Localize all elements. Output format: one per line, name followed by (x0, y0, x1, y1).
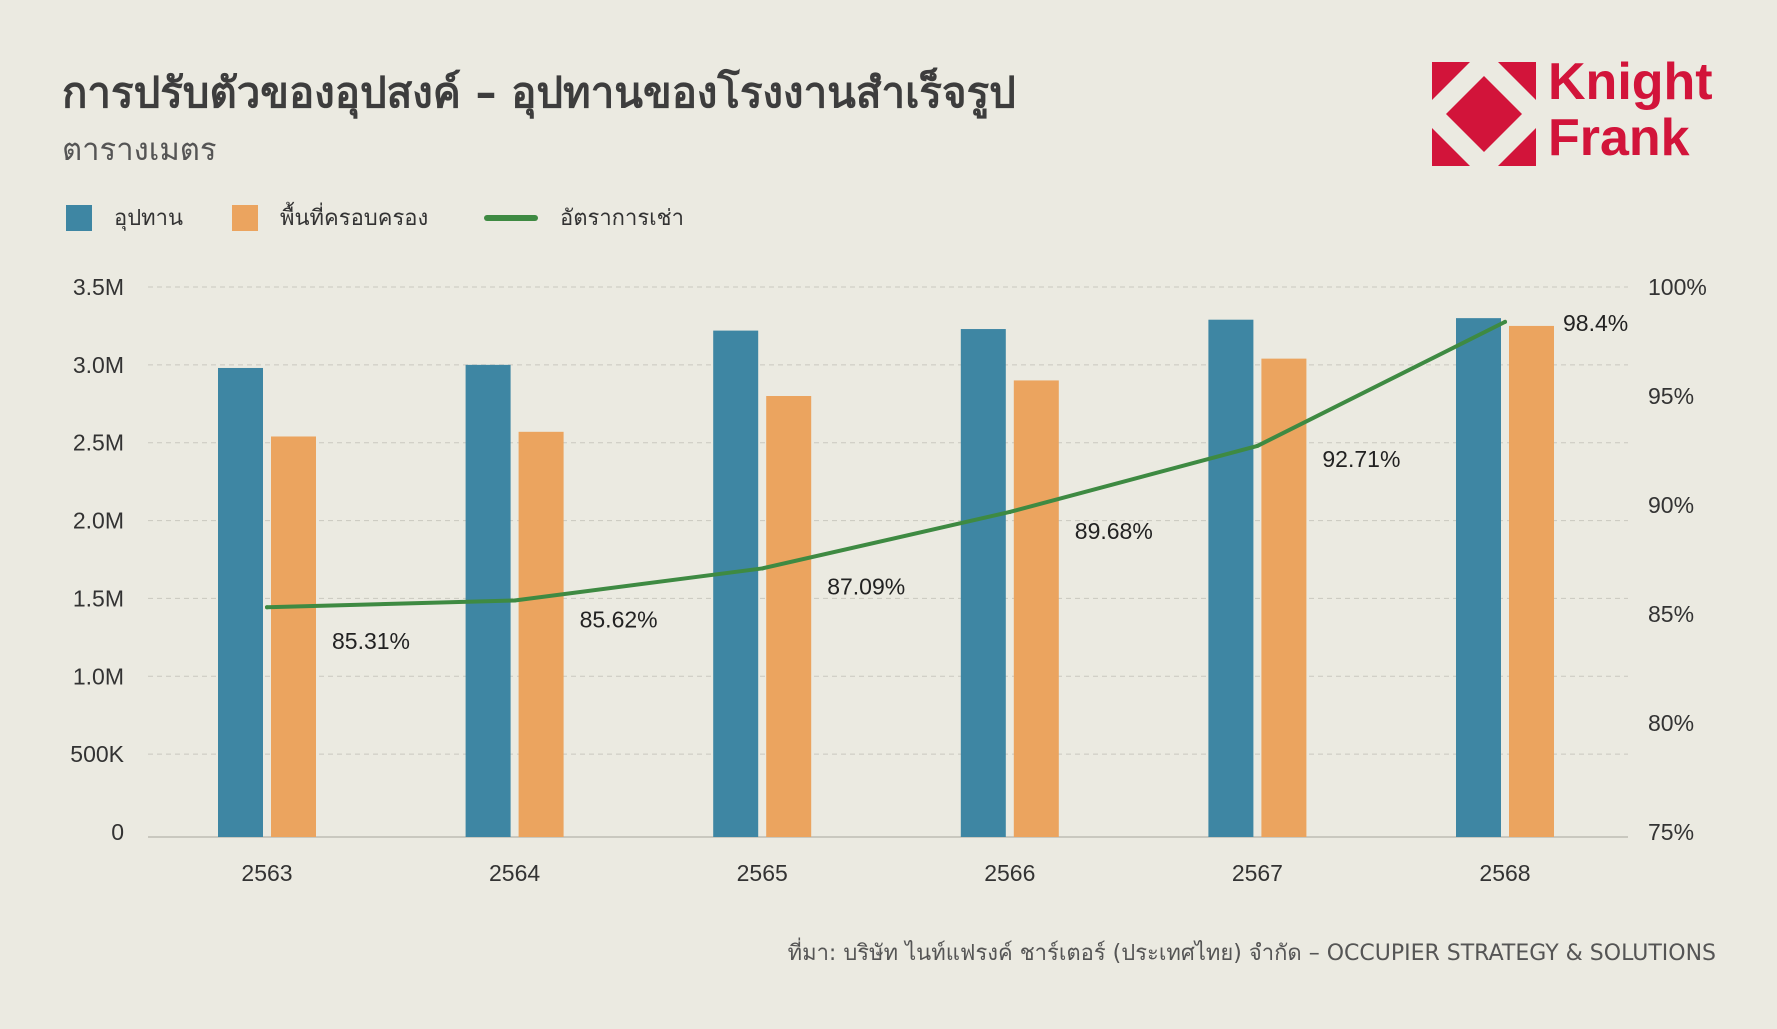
source-note: ที่มา: บริษัท ไนท์แฟรงค์ ชาร์เตอร์ (ประเ… (787, 941, 1716, 966)
bar-supply (218, 367, 263, 837)
occupancy-point (760, 566, 765, 571)
y-left-tick-label: 1.5M (73, 585, 124, 611)
y-right-tick-label: 95% (1648, 383, 1694, 409)
legend-label-occupancy: อัตราการเช่า (560, 206, 684, 231)
logo-word-knight: Knight (1548, 53, 1713, 111)
legend-swatch-occupied (232, 204, 258, 231)
legend-label-supply: อุปทาน (114, 206, 184, 231)
bar-occupied (1261, 358, 1307, 837)
legend-item-occupied: พื้นที่ครอบครอง (232, 200, 428, 235)
legend-label-occupied: พื้นที่ครอบครอง (280, 206, 429, 231)
occupancy-point (512, 598, 517, 603)
occupancy-point (1503, 319, 1507, 324)
chart-title: การปรับตัวของอุปสงค์ – อุปทานของโรงงานสำ… (62, 68, 1016, 117)
y-left-tick-label: 2.0M (73, 508, 124, 534)
occupancy-data-label: 87.09% (827, 573, 905, 599)
occupancy-data-label: 89.68% (1075, 518, 1153, 544)
chart-plot: 0 500K 1.0M 1.5M 2.0M 2.5M 3.0M 3.5M 75% 80% 85% 90… (70, 274, 1707, 886)
y-left-tick-label: 3.0M (73, 352, 124, 378)
legend-item-occupancy: อัตราการเช่า (484, 200, 684, 235)
x-tick-label: 2563 (241, 860, 292, 886)
bar-supply (1208, 319, 1254, 837)
logo-word-frank: Frank (1548, 109, 1690, 167)
logo-wordmark: Knight Frank (1548, 54, 1713, 166)
legend-swatch-supply (66, 204, 92, 231)
y-left-tick-label: 500K (70, 741, 124, 767)
knight-frank-logo: Knight Frank (1432, 54, 1722, 170)
knight-frank-emblem-icon (1432, 62, 1536, 166)
occupancy-data-label: 85.62% (580, 606, 658, 632)
legend-item-supply: อุปทาน (66, 200, 183, 235)
bar-occupied (518, 431, 564, 837)
chart-subtitle: ตารางเมตร (62, 132, 217, 168)
y-right-tick-label: 80% (1648, 710, 1694, 736)
bar-occupied (1509, 325, 1554, 837)
y-left-tick-label: 0 (111, 819, 124, 845)
legend-swatch-occupancy (484, 214, 538, 221)
occupancy-line (265, 319, 1507, 610)
occupancy-point (265, 605, 269, 610)
bar-supply (1456, 318, 1501, 838)
bar-occupied (271, 436, 316, 837)
occupancy-data-label: 92.71% (1322, 446, 1400, 472)
occupancy-data-label: 98.4% (1563, 310, 1628, 336)
x-tick-label: 2565 (737, 860, 788, 886)
bar-occupied (766, 396, 812, 837)
y-right-tick-label: 75% (1648, 819, 1694, 845)
occupancy-point (1007, 509, 1012, 514)
bar-supply (960, 329, 1006, 837)
occupancy-data-label: 85.31% (332, 628, 410, 654)
x-tick-label: 2567 (1232, 860, 1283, 886)
bar-occupied (1013, 380, 1059, 837)
y-right-tick-label: 100% (1648, 274, 1707, 300)
y-right-tick-label: 85% (1648, 601, 1694, 627)
y-left-tick-label: 3.5M (73, 274, 124, 300)
y-right-tick-label: 90% (1648, 492, 1694, 518)
occupancy-point (1255, 443, 1260, 448)
y-left-tick-label: 1.0M (73, 663, 124, 689)
y-left-tick-label: 2.5M (73, 430, 124, 456)
x-tick-label: 2566 (984, 860, 1035, 886)
x-tick-label: 2564 (489, 860, 540, 886)
x-tick-label: 2568 (1479, 860, 1530, 886)
bar-supply (713, 330, 759, 837)
